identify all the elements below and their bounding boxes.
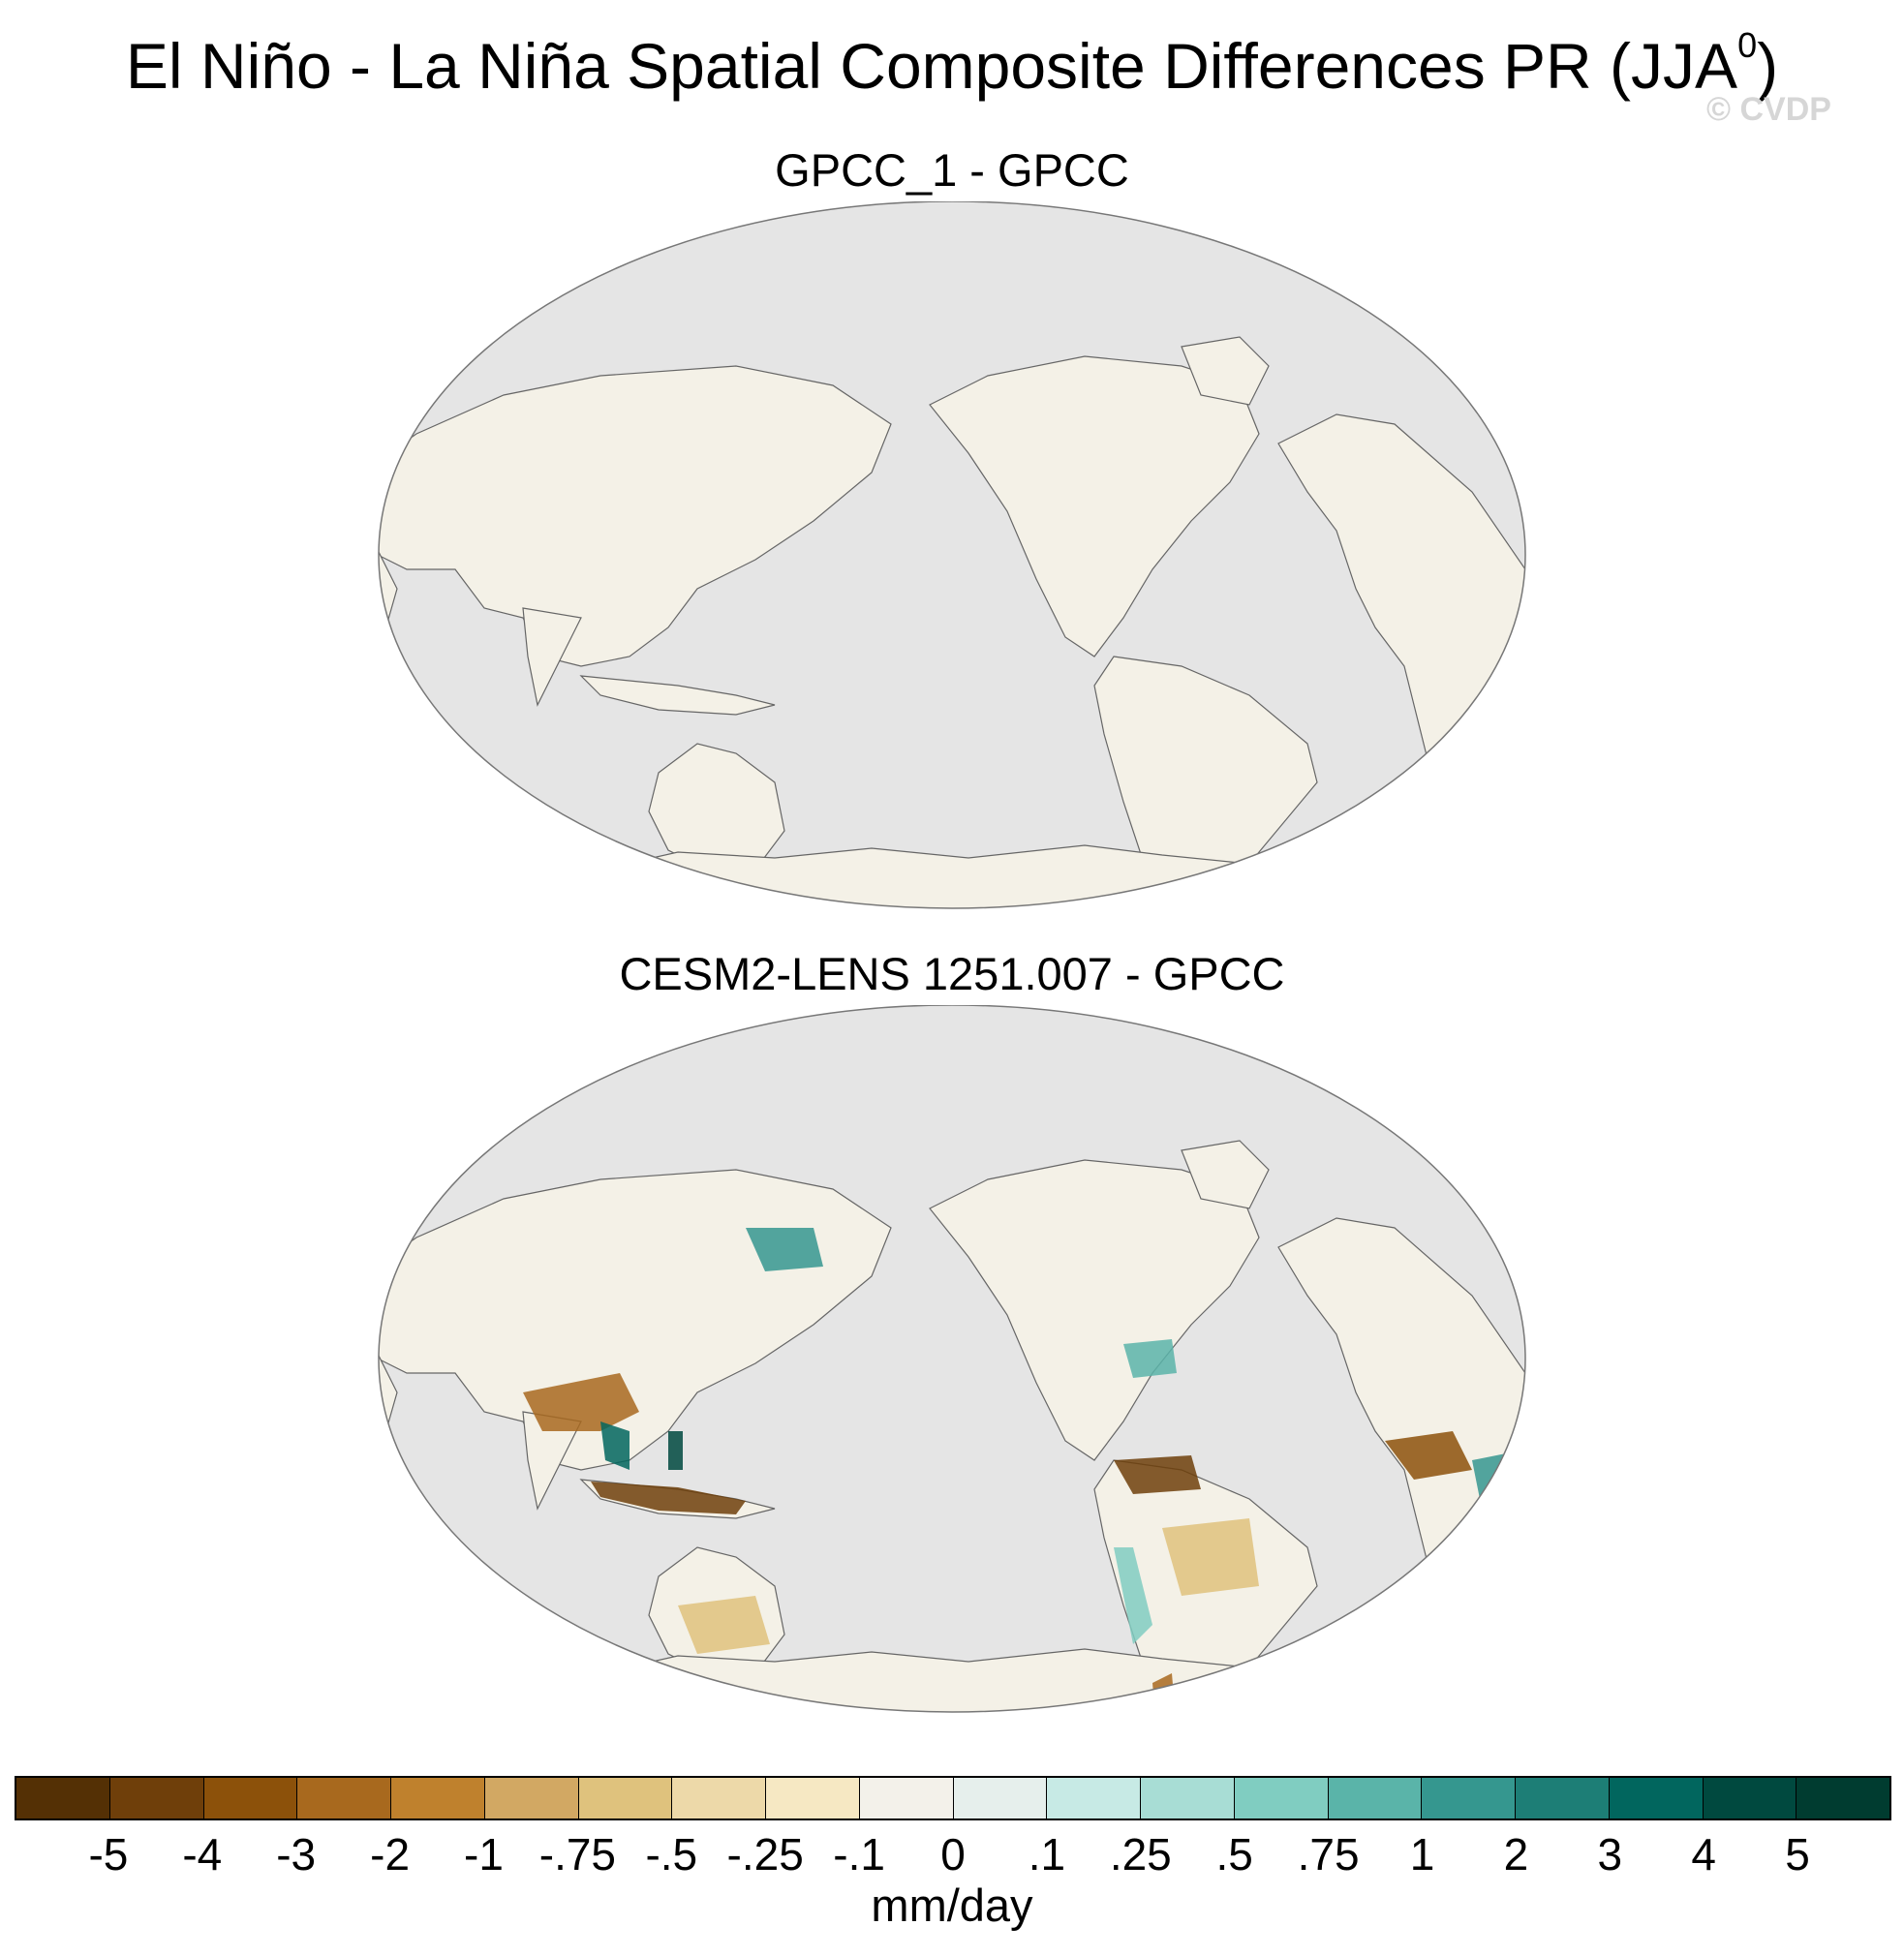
colorbar-swatch xyxy=(297,1778,391,1818)
colorbar-tick-label: -3 xyxy=(276,1829,317,1880)
colorbar-tick-label: -.5 xyxy=(645,1829,698,1880)
anom-colombia xyxy=(1114,1455,1201,1494)
ocean xyxy=(379,201,1525,908)
land-antarctica xyxy=(599,844,1318,908)
colorbar-tick-label: .25 xyxy=(1109,1829,1172,1880)
land-masses xyxy=(379,336,1525,908)
colorbar-swatch xyxy=(1516,1778,1610,1818)
map-border xyxy=(378,201,1526,909)
panel-2-title: CESM2-LENS 1251.007 - GPCC xyxy=(619,948,1285,999)
colorbar-tick-label: 3 xyxy=(1597,1829,1623,1880)
ocean xyxy=(379,1005,1525,1712)
colorbar-tick-label: -1 xyxy=(464,1829,504,1880)
colorbar-swatch xyxy=(1609,1778,1704,1818)
land-greenland xyxy=(1181,336,1270,406)
colorbar-tick-label: -.25 xyxy=(726,1829,804,1880)
colorbar-tick-label: -.1 xyxy=(833,1829,885,1880)
land-australia xyxy=(648,743,785,871)
anom-brazil xyxy=(1162,1518,1259,1596)
colorbar-swatch xyxy=(203,1778,298,1818)
watermark: © CVDP xyxy=(1706,91,1831,128)
colorbar-tick-label: 0 xyxy=(940,1829,966,1880)
anom-siberia xyxy=(746,1228,823,1271)
colorbar-swatch xyxy=(1234,1778,1329,1818)
land-eurasia xyxy=(379,1169,892,1471)
figure-title-close: ) xyxy=(1757,30,1779,102)
anom-philippines xyxy=(668,1431,683,1470)
figure-title: El Niño - La Niña Spatial Composite Diff… xyxy=(0,25,1904,103)
colorbar-swatch xyxy=(1328,1778,1423,1818)
colorbar-tick-label: 1 xyxy=(1409,1829,1435,1880)
colorbar-swatch xyxy=(859,1778,954,1818)
panel-2-map xyxy=(300,1005,1526,1713)
colorbar xyxy=(15,1776,1891,1820)
colorbar-tick-labels: -5 -4 -3 -2 -1 -.75 -.5 -.25 -.1 0 .1 .25 .5 .75 1 2 3 4 5 xyxy=(0,1828,1904,1886)
anom-australia xyxy=(678,1596,770,1654)
colorbar-swatch xyxy=(484,1778,579,1818)
land-antarctica xyxy=(599,1648,1318,1712)
land-indonesia xyxy=(579,675,776,716)
colorbar-swatch xyxy=(766,1778,860,1818)
anom-east-africa xyxy=(300,1412,339,1460)
colorbar-tick-label: .75 xyxy=(1297,1829,1360,1880)
land-north-america xyxy=(929,355,1260,657)
colorbar-tick-label: 4 xyxy=(1691,1829,1716,1880)
anom-indochina xyxy=(600,1421,630,1470)
colorbar-swatch xyxy=(1047,1778,1141,1818)
land-masses xyxy=(379,1140,1525,1712)
colorbar-swatch xyxy=(1141,1778,1235,1818)
anom-south-asia xyxy=(523,1373,639,1431)
anom-andes xyxy=(1114,1547,1152,1644)
colorbar-swatch xyxy=(953,1778,1048,1818)
panel-1-title: GPCC_1 - GPCC xyxy=(775,144,1129,196)
colorbar-tick-label: -2 xyxy=(370,1829,411,1880)
colorbar-tick-label: 5 xyxy=(1785,1829,1810,1880)
figure-title-text: El Niño - La Niña Spatial Composite Diff… xyxy=(125,30,1738,102)
map-border xyxy=(378,1005,1526,1713)
anom-maritime-continent xyxy=(591,1482,746,1514)
colorbar-swatch xyxy=(578,1778,673,1818)
colorbar-units: mm/day xyxy=(871,1880,1033,1931)
colorbar-tick-label: -.75 xyxy=(538,1829,617,1880)
land-india xyxy=(522,607,582,707)
land-eurasia xyxy=(379,365,892,667)
colorbar-tick-label: -4 xyxy=(182,1829,223,1880)
colorbar-tick-label: .5 xyxy=(1215,1829,1253,1880)
colorbar-swatch xyxy=(1422,1778,1516,1818)
colorbar-swatch xyxy=(391,1778,485,1818)
anom-central-africa xyxy=(1472,1451,1525,1509)
figure-title-superscript: 0 xyxy=(1737,25,1758,65)
colorbar-swatch xyxy=(109,1778,204,1818)
colorbar-tick-label: 2 xyxy=(1503,1829,1529,1880)
colorbar-swatch xyxy=(672,1778,766,1818)
land-greenland xyxy=(1181,1140,1270,1209)
colorbar-swatch xyxy=(1797,1778,1889,1818)
anom-us-southeast xyxy=(1123,1339,1177,1378)
colorbar-tick-label: .1 xyxy=(1028,1829,1066,1880)
anom-west-africa xyxy=(1385,1431,1472,1480)
colorbar-swatch xyxy=(16,1778,110,1818)
panel-1-map xyxy=(378,201,1526,909)
colorbar-swatch xyxy=(1703,1778,1797,1818)
colorbar-tick-label: -5 xyxy=(88,1829,129,1880)
